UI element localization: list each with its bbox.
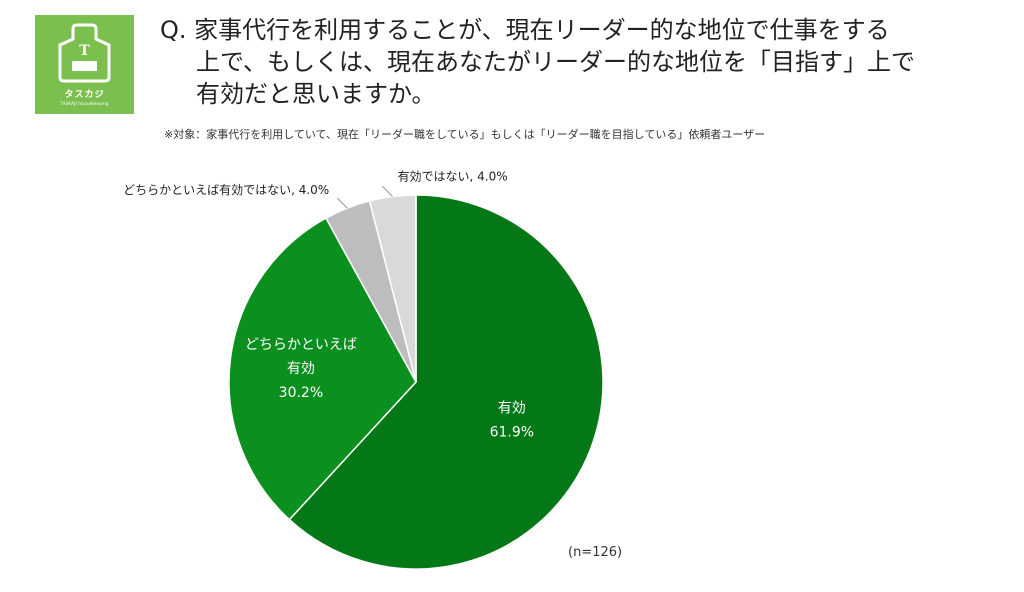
pie-slice-1 xyxy=(228,217,417,521)
apron-icon: T xyxy=(58,23,111,83)
slice-outside-label-3: 有効ではない, 4.0% xyxy=(398,168,508,183)
pie-slice-0 xyxy=(288,194,604,570)
sample-size: (n=126) xyxy=(568,545,623,560)
slice-label-1-1: 有効 xyxy=(287,361,315,377)
target-note: ※対象：家事代行を利用していて、現在「リーダー職をしている」もしくは「リーダー職… xyxy=(164,128,766,141)
question-line-2: 上で、もしくは、現在あなたがリーダー的な地位を「目指す」上で xyxy=(196,48,916,76)
leader-line-2 xyxy=(336,197,348,209)
pie-slice-3 xyxy=(368,194,417,383)
question-line-1: Q. 家事代行を利用することが、現在リーダー的な地位で仕事をする xyxy=(160,16,890,44)
leader-line-3 xyxy=(382,186,393,197)
question-title: Q. 家事代行を利用することが、現在リーダー的な地位で仕事をする 上で、もしくは… xyxy=(160,14,1010,110)
slice-label-1-2: 30.2% xyxy=(279,385,323,401)
logo-letter: T xyxy=(79,43,90,59)
slice-label-1-0: どちらかといえば xyxy=(245,337,357,353)
slice-outside-label-2: どちらかといえば有効ではない, 4.0% xyxy=(123,182,329,197)
taskaji-logo: T タスカジ TASKAJI housekeeping xyxy=(35,15,134,114)
slice-label-0-0: 有効 xyxy=(498,400,526,416)
slice-label-0-1: 61.9% xyxy=(490,424,534,440)
logo-name: タスカジ xyxy=(64,90,105,100)
question-line-3: 有効だと思いますか。 xyxy=(196,80,436,108)
logo-subtitle: TASKAJI housekeeping xyxy=(60,101,109,106)
